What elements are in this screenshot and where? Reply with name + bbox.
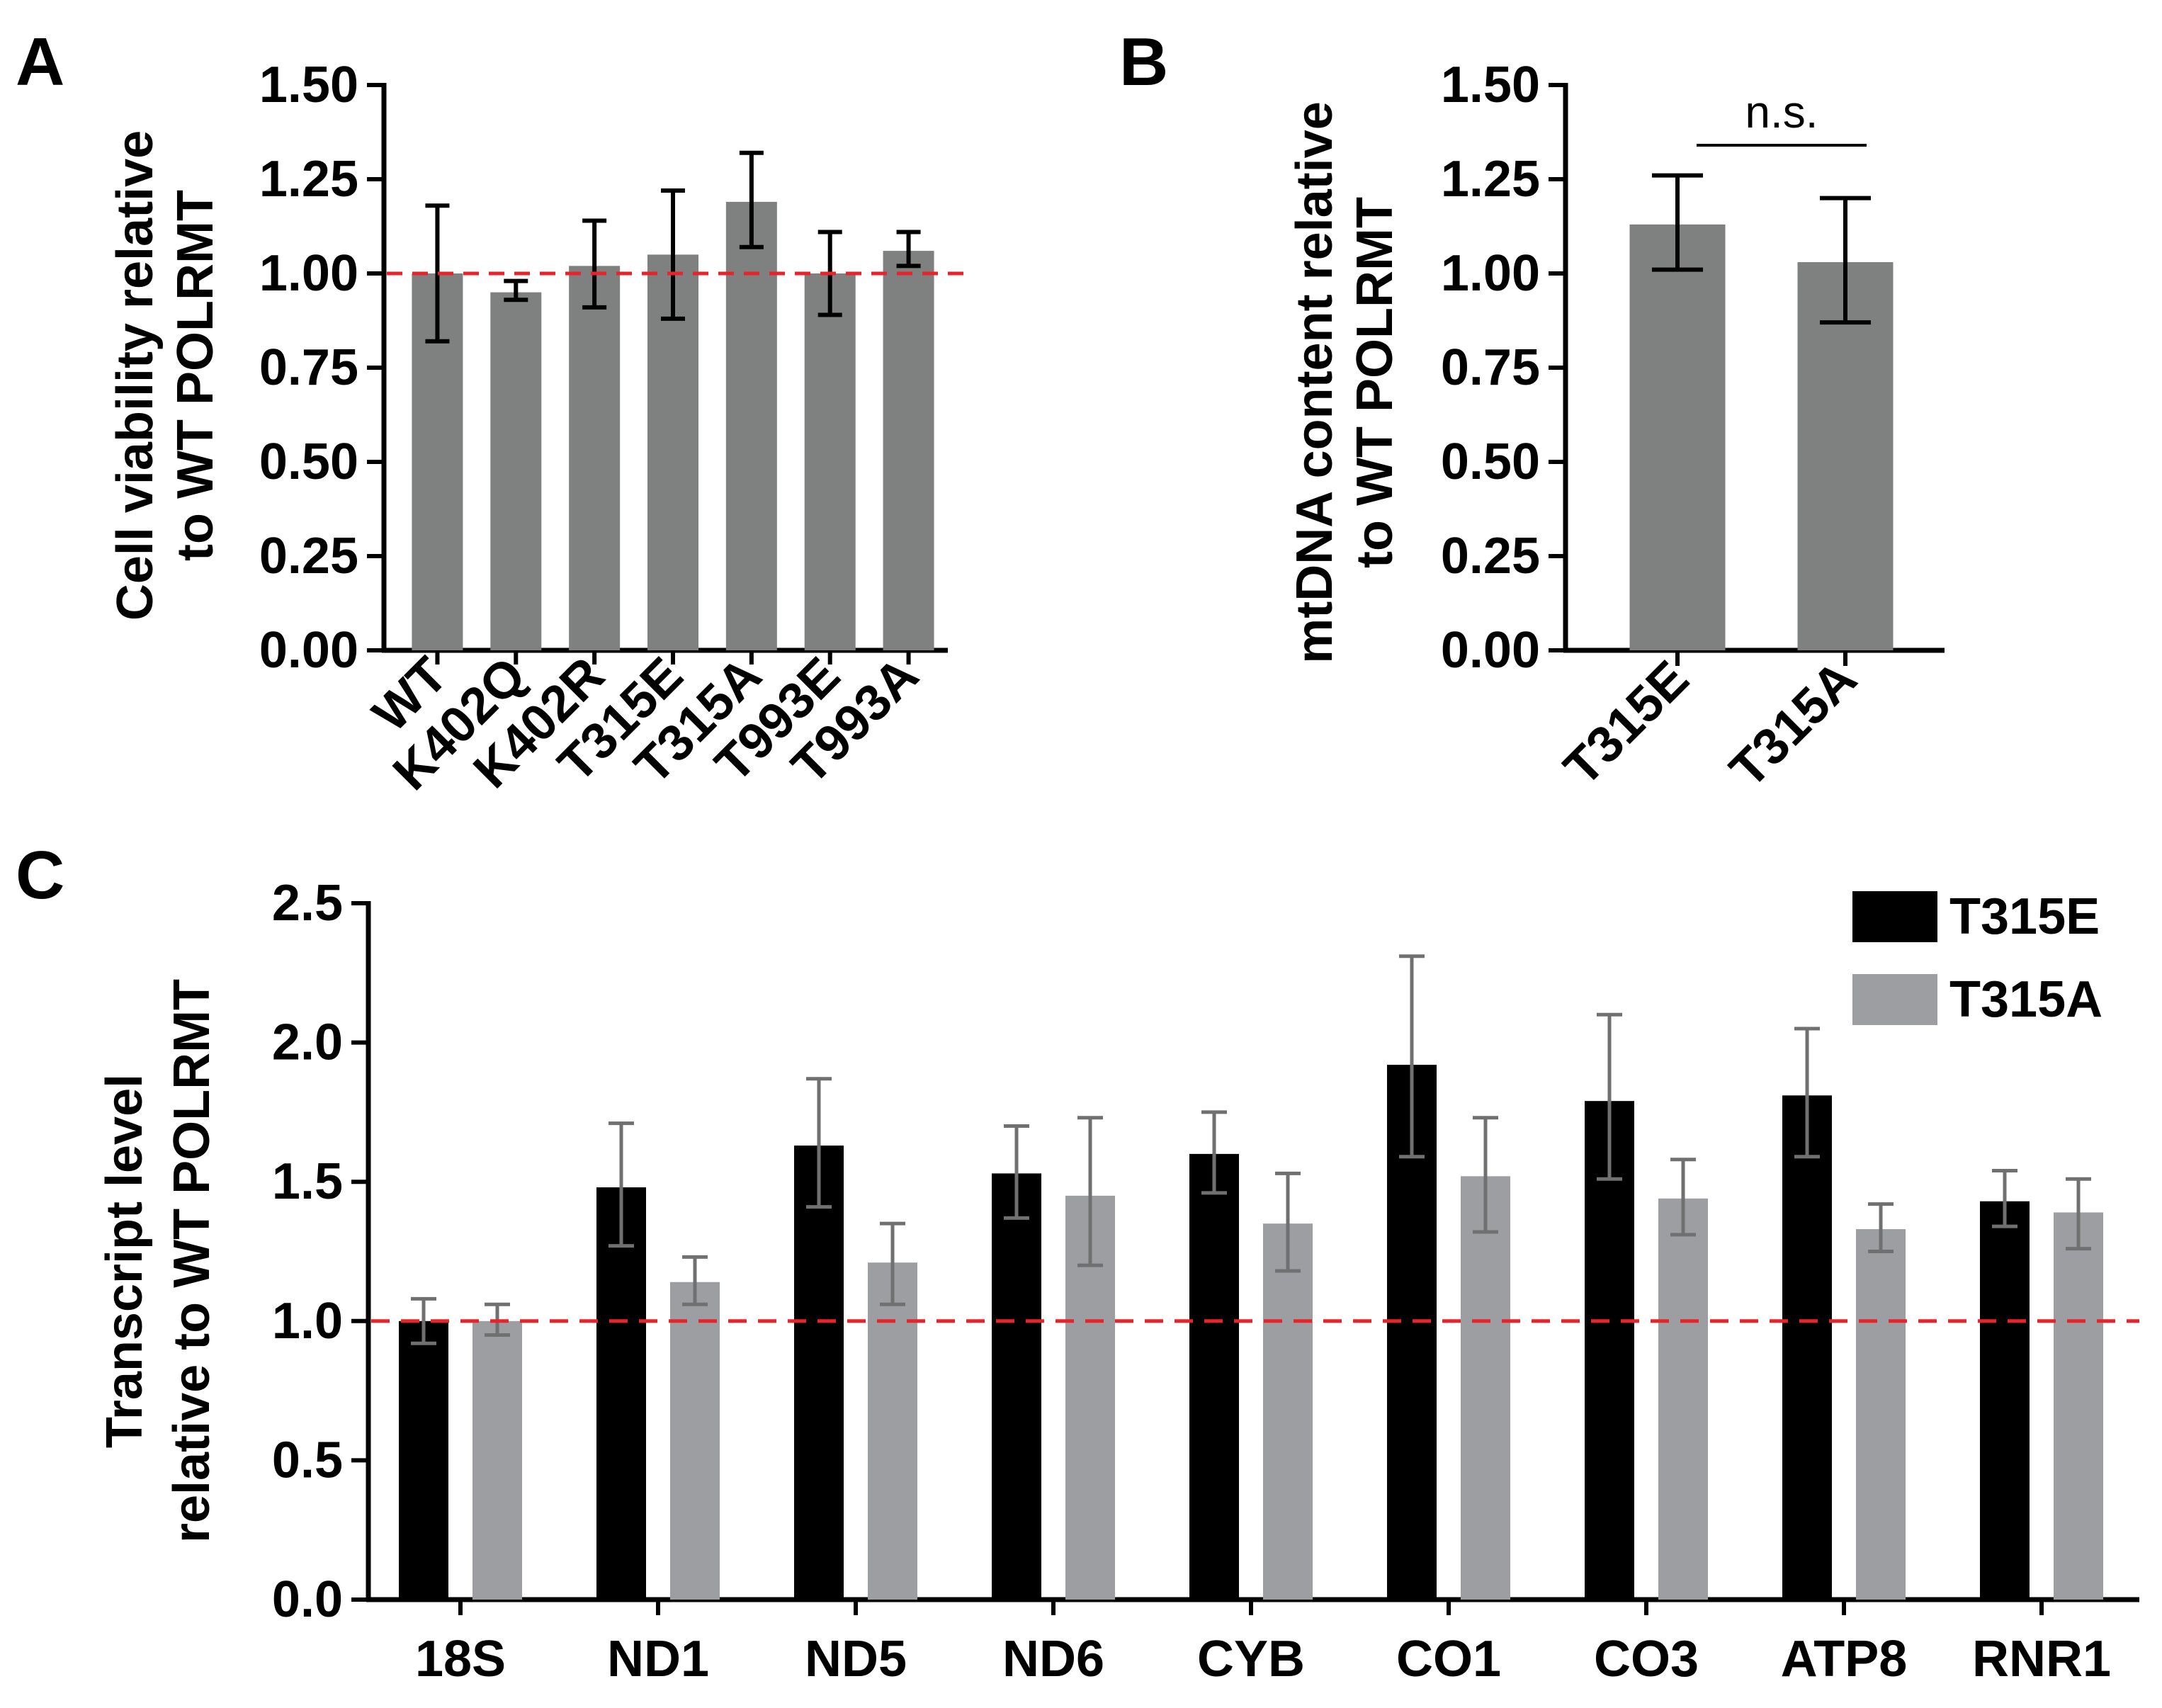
bar-k402q [490, 292, 542, 650]
legend: T315E T315A [1852, 888, 2102, 1028]
panel-c-y-tick-label: 1.5 [272, 1153, 343, 1210]
legend-swatch-t315a [1852, 974, 1937, 1025]
bar-co1-t315a [1461, 1176, 1510, 1600]
panel-c-ylabel-line-2: relative to WT POLRMT [164, 979, 220, 1543]
x-tick-label-t315e: T315E [1553, 650, 1700, 797]
panel-c-y-tick-label: 1.0 [272, 1293, 343, 1350]
panel-b-y-tick-label: 0.25 [1441, 528, 1540, 584]
panel-b-y-tick-label: 1.00 [1441, 245, 1540, 302]
panel-a: Cell viability relative to WT POLRMT 0.0… [107, 57, 969, 801]
panel-b-marks: T315E T315A [1553, 173, 1894, 798]
bar-cyb-t315e [1189, 1153, 1239, 1600]
legend-label-t315e: T315E [1949, 888, 2100, 945]
panel-b: mtDNA content relative to WT POLRMT 0.00… [1286, 57, 1945, 798]
x-tick-label-t315a: T315A [1719, 650, 1867, 798]
panel-a-y-tick-label: 0.50 [259, 434, 358, 490]
bar-k402r [569, 266, 621, 650]
panel-b-ylabel-line-2: to WT POLRMT [1347, 197, 1403, 568]
panel-letter-c: C [16, 837, 64, 913]
panel-a-y-tick-label: 0.00 [259, 622, 358, 679]
panel-b-y-tick-label: 1.25 [1441, 151, 1540, 208]
x-tick-label-co3: CO3 [1594, 1631, 1699, 1687]
bar-co3-t315a [1658, 1198, 1708, 1600]
x-tick-label-nd5: ND5 [805, 1631, 907, 1687]
x-tick-label-rnr1: RNR1 [1972, 1631, 2111, 1687]
x-tick-label-nd1: ND1 [607, 1631, 709, 1687]
panel-c-y-tick-label: 2.0 [272, 1014, 343, 1071]
bar-rnr1-t315e [1980, 1201, 2030, 1600]
panel-letter-a: A [16, 24, 64, 100]
panel-a-y-tick-label: 1.25 [259, 151, 358, 208]
bar-nd5-t315e [794, 1146, 844, 1600]
bar-co3-t315e [1585, 1101, 1634, 1600]
x-tick-label-cyb: CYB [1197, 1631, 1305, 1687]
panel-b-ylabel-line-1: mtDNA content relative [1286, 101, 1343, 663]
panel-c: Transcript level relative to WT POLRMT 0… [96, 875, 2139, 1687]
legend-label-t315a: T315A [1949, 971, 2102, 1028]
bar-atp8-t315e [1782, 1095, 1832, 1600]
x-tick-label-18s: 18S [415, 1631, 506, 1687]
panel-c-marks: 18S ND1 ND5 ND6 CYB CO1 CO3 ATP8 RNR1 [371, 954, 2139, 1687]
bar-t315a [1797, 262, 1894, 650]
bar-rnr1-t315a [2054, 1212, 2103, 1600]
panel-c-y-tick-label: 0.0 [272, 1571, 343, 1628]
panel-c-ylabel-line-1: Transcript level [96, 1074, 153, 1448]
x-tick-label-nd6: ND6 [1002, 1631, 1104, 1687]
panel-a-y-tick-label: 0.25 [259, 528, 358, 584]
panel-b-y-tick-label: 0.75 [1441, 339, 1540, 396]
bar-nd5-t315a [868, 1262, 917, 1600]
x-tick-label-atp8: ATP8 [1781, 1631, 1908, 1687]
legend-swatch-t315e [1852, 891, 1937, 942]
bar-t315e [1629, 224, 1726, 651]
panel-b-y-tick-label: 1.50 [1441, 57, 1540, 113]
panel-a-y-tick-label: 0.75 [259, 339, 358, 396]
bar-t993e [804, 273, 856, 650]
bar-nd6-t315e [992, 1173, 1041, 1600]
bar-18s-t315a [472, 1320, 522, 1600]
panel-a-axes: 0.00 0.25 0.50 0.75 1.00 1.25 1.50 [259, 57, 948, 679]
bar-t315a [725, 201, 777, 650]
x-tick-label-co1: CO1 [1396, 1631, 1501, 1687]
significance-label: n.s. [1745, 86, 1818, 137]
bar-atp8-t315a [1856, 1229, 1906, 1600]
bar-18s-t315e [399, 1320, 448, 1600]
bar-nd1-t315e [596, 1187, 646, 1600]
bar-nd1-t315a [670, 1282, 720, 1600]
bar-t993a [883, 251, 934, 651]
panel-b-y-tick-label: 0.00 [1441, 622, 1540, 679]
panel-a-ylabel-line-1: Cell viability relative [107, 130, 164, 621]
panel-b-y-tick-label: 0.50 [1441, 434, 1540, 490]
panel-c-y-tick-label: 2.5 [272, 875, 343, 932]
panel-a-ylabel-line-2: to WT POLRMT [167, 190, 224, 561]
panel-letter-b: B [1119, 24, 1168, 100]
bar-cyb-t315a [1263, 1223, 1313, 1600]
panel-a-y-tick-label: 1.50 [259, 57, 358, 113]
panel-a-y-tick-label: 1.00 [259, 245, 358, 302]
panel-c-y-tick-label: 0.5 [272, 1432, 343, 1488]
